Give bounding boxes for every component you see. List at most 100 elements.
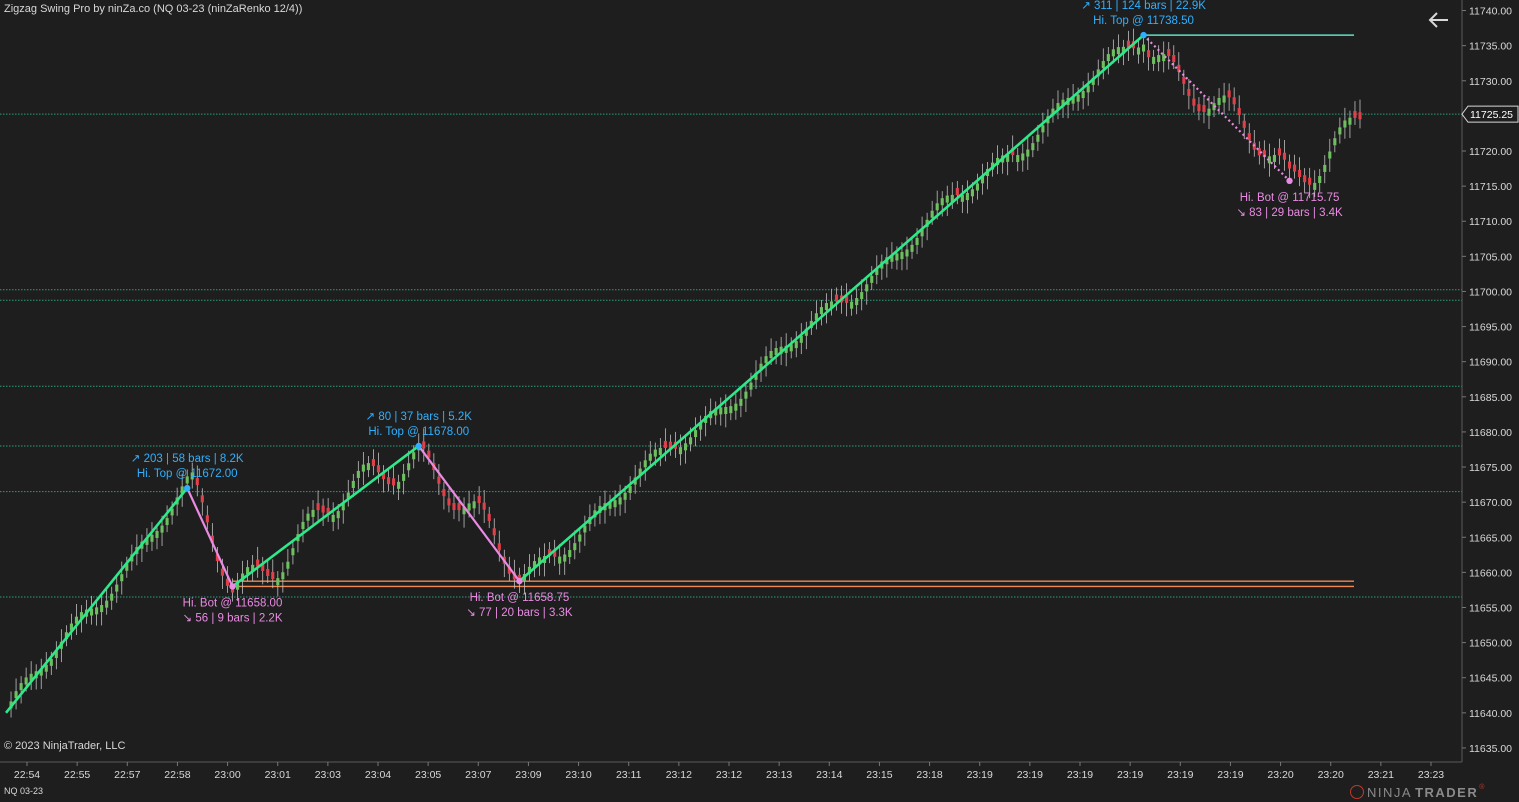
up-bar: [251, 564, 255, 572]
up-bar: [235, 582, 240, 590]
x-axis[interactable]: 22:54 22:55 22:57 22:58 23:00 23:01 23:03 23:04…: [14, 762, 1444, 781]
up-bar: [608, 501, 612, 509]
swing-top-label: ↗ 80 | 37 bars | 5.2K: [366, 411, 473, 423]
y-tick-label: 11635.00: [1469, 743, 1512, 755]
y-tick-label: 11640.00: [1469, 708, 1512, 720]
up-bar: [397, 481, 401, 489]
up-bar: [980, 176, 985, 184]
up-bar: [1026, 149, 1030, 157]
up-bar: [1328, 151, 1332, 159]
up-bar: [331, 514, 335, 522]
copyright-text: © 2023 NinjaTrader, LLC: [4, 740, 126, 752]
down-bar: [1293, 164, 1297, 172]
up-bar: [749, 382, 753, 390]
up-bar: [351, 480, 355, 488]
up-bar: [1121, 46, 1125, 54]
instrument-label: NQ 03-23: [4, 786, 44, 796]
up-bar: [719, 407, 723, 415]
down-bar: [392, 478, 396, 486]
up-bar: [246, 567, 250, 575]
zigzag-up-segment: [231, 444, 420, 588]
up-bar: [900, 252, 904, 260]
up-bar: [402, 473, 406, 481]
x-tick-label: 23:19: [1167, 769, 1193, 781]
up-bar: [1222, 95, 1226, 103]
x-tick-label: 23:13: [766, 769, 792, 781]
up-bar: [185, 476, 189, 484]
up-bar: [960, 194, 964, 202]
x-tick-label: 22:54: [14, 769, 40, 781]
up-bar: [975, 183, 980, 191]
up-bar: [537, 557, 542, 565]
zigzag-up-segment: [518, 34, 1145, 583]
down-bar: [1197, 104, 1201, 112]
y-tick-label: 11680.00: [1469, 427, 1512, 439]
down-bar: [457, 503, 461, 511]
up-bar: [1091, 77, 1095, 85]
down-bar: [1242, 120, 1246, 128]
down-bar: [376, 465, 381, 473]
up-bar: [281, 572, 285, 580]
down-bar: [452, 502, 456, 511]
up-bar: [165, 518, 169, 526]
down-bar: [1303, 175, 1307, 183]
down-bar: [210, 535, 214, 543]
up-bar: [875, 267, 879, 275]
up-bar: [678, 447, 683, 455]
swing-bottom-label: Hi. Bot @ 11715.75: [1240, 192, 1340, 204]
up-bar: [1343, 120, 1347, 128]
down-bar: [266, 568, 270, 576]
up-bar: [799, 335, 803, 343]
down-bar: [381, 472, 386, 480]
up-bar: [145, 537, 149, 545]
up-bar: [905, 249, 909, 257]
arrow-left-icon: [1428, 12, 1448, 28]
up-bar: [1106, 54, 1110, 62]
y-tick-label: 11695.00: [1469, 322, 1512, 334]
up-bar: [915, 237, 919, 245]
up-bar: [190, 472, 194, 480]
down-bar: [834, 294, 839, 302]
up-bar: [583, 525, 587, 533]
down-bar: [1358, 112, 1362, 120]
down-bar: [1298, 169, 1302, 177]
up-bar: [724, 406, 728, 415]
up-bar: [366, 463, 370, 471]
up-bar: [24, 677, 28, 685]
up-bar: [95, 607, 99, 615]
down-bar: [482, 502, 486, 510]
x-tick-label: 23:14: [816, 769, 842, 781]
swing-bottom-label: ↘ 77 | 20 bars | 3.3K: [466, 607, 573, 619]
up-bar: [1323, 164, 1327, 172]
swing-bottom-label: Hi. Bot @ 11658.75: [470, 592, 570, 604]
up-bar: [558, 556, 562, 564]
up-bar: [44, 664, 48, 672]
back-arrow-button[interactable]: [1426, 8, 1452, 32]
up-bar: [774, 348, 778, 356]
y-tick-label: 11735.00: [1469, 41, 1512, 53]
up-bar: [860, 292, 864, 300]
x-tick-label: 23:21: [1368, 769, 1394, 781]
up-bar: [739, 398, 743, 406]
swing-top-label: Hi. Top @ 11672.00: [137, 468, 238, 480]
x-tick-label: 23:00: [214, 769, 240, 781]
down-bar: [437, 476, 441, 484]
y-tick-label: 11670.00: [1469, 497, 1512, 509]
up-bar: [729, 406, 733, 414]
up-bar: [49, 658, 53, 666]
zigzag-down-segment: [417, 445, 521, 582]
up-bar: [64, 632, 68, 640]
up-bar: [890, 254, 894, 262]
x-tick-label: 22:57: [114, 769, 140, 781]
up-bar: [930, 210, 934, 218]
x-tick-label: 23:12: [716, 769, 742, 781]
down-bar: [442, 489, 446, 497]
y-axis[interactable]: 11635.00 11640.00 11645.00 11650.00 11655.00…: [1461, 6, 1519, 755]
down-bar: [1202, 104, 1206, 112]
x-tick-label: 23:19: [1017, 769, 1043, 781]
up-bar: [356, 470, 360, 478]
up-bar: [301, 521, 305, 529]
up-bar: [764, 356, 768, 364]
down-bar: [225, 578, 230, 586]
